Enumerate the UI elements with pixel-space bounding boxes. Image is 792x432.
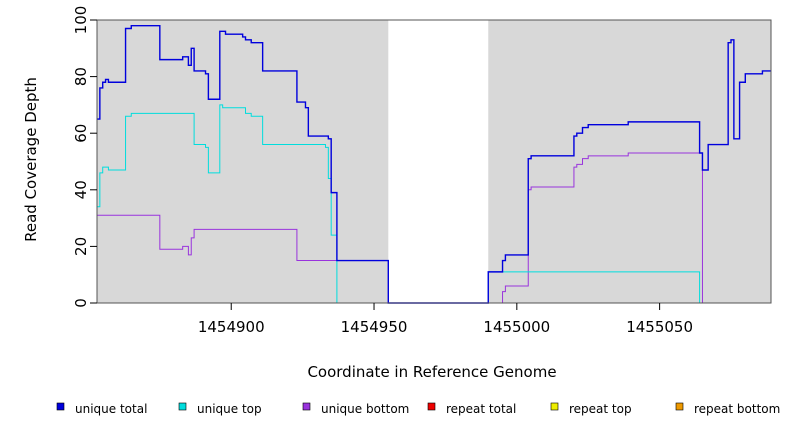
y-tick-label: 60 bbox=[72, 124, 90, 143]
legend-item-unique-top: unique top bbox=[178, 402, 262, 416]
legend-label: unique bottom bbox=[321, 402, 409, 416]
x-tick-label: 1454900 bbox=[198, 318, 265, 336]
plot-frame bbox=[96, 19, 772, 304]
legend-item-unique-bottom: unique bottom bbox=[302, 402, 409, 416]
legend-label: unique total bbox=[75, 402, 147, 416]
legend-swatch bbox=[675, 402, 684, 411]
legend-swatch bbox=[302, 402, 311, 411]
y-tick-label: 80 bbox=[72, 67, 90, 86]
legend-label: unique top bbox=[197, 402, 262, 416]
x-tick-label: 1455000 bbox=[483, 318, 550, 336]
x-tick-label: 1454950 bbox=[341, 318, 408, 336]
y-tick-label: 100 bbox=[72, 6, 90, 35]
y-tick-label: 0 bbox=[72, 298, 90, 308]
legend-item-repeat-top: repeat top bbox=[550, 402, 632, 416]
x-axis: 1454900 1454950 1455000 1455050 bbox=[198, 303, 693, 336]
x-axis-title: Coordinate in Reference Genome bbox=[307, 363, 556, 381]
legend-swatch bbox=[550, 402, 559, 411]
series-line-unique-bottom bbox=[97, 152, 771, 304]
legend-item-repeat-total: repeat total bbox=[427, 402, 516, 416]
y-axis-title: Read Coverage Depth bbox=[22, 77, 40, 242]
series-line-unique-total bbox=[97, 24, 771, 304]
legend: unique total unique top unique bottom repea… bbox=[56, 402, 780, 416]
legend-swatch bbox=[427, 402, 436, 411]
x-tick-label: 1455050 bbox=[626, 318, 693, 336]
series-line-unique-top bbox=[97, 104, 771, 304]
shaded-region-1 bbox=[488, 20, 771, 303]
y-tick-label: 40 bbox=[72, 180, 90, 199]
legend-swatch bbox=[56, 402, 65, 411]
legend-label: repeat top bbox=[569, 402, 632, 416]
y-axis: 0 20 40 60 80 100 bbox=[72, 6, 97, 308]
legend-item-unique-total: unique total bbox=[56, 402, 147, 416]
y-tick-label: 20 bbox=[72, 237, 90, 256]
shaded-regions bbox=[97, 20, 771, 303]
legend-item-repeat-bottom: repeat bottom bbox=[675, 402, 780, 416]
shaded-region-0 bbox=[97, 20, 389, 303]
legend-label: repeat total bbox=[446, 402, 516, 416]
legend-label: repeat bottom bbox=[694, 402, 780, 416]
legend-swatch bbox=[178, 402, 187, 411]
